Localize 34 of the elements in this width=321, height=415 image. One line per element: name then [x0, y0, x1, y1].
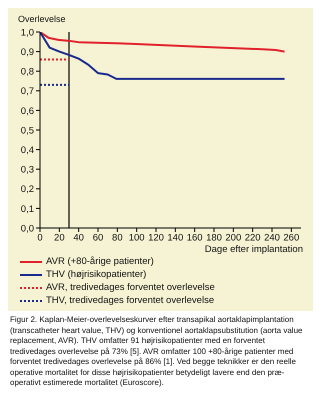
x-tick-label: 20 — [54, 232, 65, 244]
y-tick-label: 0,4 — [20, 144, 34, 156]
x-tick-label: 220 — [244, 232, 261, 244]
x-tick-label: 240 — [264, 232, 280, 244]
x-tick-label: 160 — [186, 232, 203, 244]
y-tick-label: 0,1 — [20, 204, 34, 215]
x-tick-label: 60 — [92, 232, 104, 244]
x-tick-label: 140 — [167, 232, 184, 244]
y-tick-label: 0,9 — [20, 46, 34, 58]
y-tick-label: 0,0 — [20, 223, 34, 234]
legend-label: AVR (+80-årige patienter) — [46, 255, 154, 268]
y-tick-label: 0,6 — [20, 106, 34, 117]
line-series — [40, 32, 286, 53]
x-tick-label: 260 — [283, 232, 300, 244]
x-tick-label: 100 — [128, 232, 145, 244]
legend-label: THV, tredivedages forventet overlevelse — [46, 294, 214, 307]
y-tick-label: 0,2 — [20, 184, 34, 196]
legend-label: AVR, tredivedages forventet overlevelse — [46, 281, 215, 294]
y-tick-label: 0,5 — [20, 125, 34, 136]
x-tick-label: 120 — [148, 232, 164, 244]
text: Figur 2. Kaplan-Meier-overlevelseskurver efter transapikal aortaklapimplantation (transcatheter heart value, THV) og konventionel aortaklapsubstitution (aorta value replacement, AVR). THV omfatter 91 højrisikopatienter med en forventet tredivedages overlevelse på 73% [5]. AVR omfatter 100 +80-årige patienter med forventet tredivedages overlevelse på 86% [1]. Ved begge teknikker er den reelle operative mortalitet for disse højrisikopatienter betydeligt lavere end den præ-operativt estimerede mortalitet (Euroscore). — [10, 315, 304, 388]
legend-label: THV (højrisikopatienter) — [46, 268, 146, 281]
y-tick-label: 0,7 — [20, 86, 34, 98]
x-tick-label: 80 — [112, 232, 123, 244]
x-tick-label: 200 — [225, 232, 242, 244]
y-tick-label: 1,0 — [20, 27, 34, 38]
x-tick-label: 40 — [73, 232, 84, 244]
y-tick-label: 0,8 — [20, 66, 34, 78]
line-series — [40, 32, 286, 80]
x-tick-label: 180 — [206, 232, 222, 244]
x-axis-title: Dage efter implantation — [204, 244, 304, 255]
y-tick-label: 0,3 — [20, 164, 34, 176]
y-axis-title: Overlevelse — [17, 14, 67, 24]
x-tick-label: 0 — [37, 232, 43, 244]
